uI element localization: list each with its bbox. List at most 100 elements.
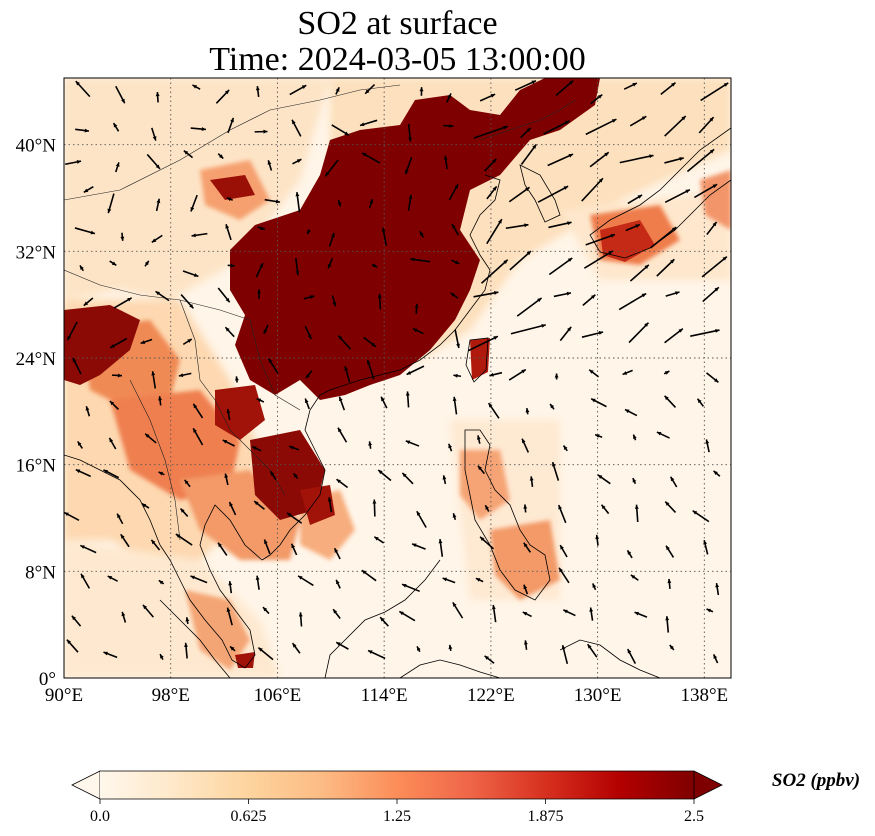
wind-arrow bbox=[442, 475, 447, 485]
wind-arrow bbox=[589, 607, 594, 621]
wind-arrow bbox=[380, 396, 388, 409]
lon-tick-label: 106°E bbox=[254, 685, 302, 706]
wind-arrow bbox=[543, 120, 570, 135]
wind-arrow bbox=[667, 578, 672, 589]
wind-arrow bbox=[191, 232, 208, 238]
wind-arrow bbox=[476, 435, 481, 444]
wind-arrow bbox=[75, 468, 92, 478]
wind-arrow bbox=[363, 336, 377, 348]
wind-arrow bbox=[696, 398, 705, 407]
wind-arrow bbox=[373, 536, 385, 544]
wind-arrow bbox=[335, 579, 341, 589]
colorbar-extend-max bbox=[693, 770, 723, 800]
wind-arrow bbox=[405, 440, 420, 447]
wind-arrow bbox=[120, 232, 125, 241]
wind-arrow bbox=[226, 197, 234, 202]
wind-arrow bbox=[179, 507, 189, 518]
map-plot-area bbox=[63, 77, 732, 679]
wind-arrow bbox=[516, 297, 543, 317]
wind-arrow bbox=[487, 402, 500, 419]
wind-arrow bbox=[416, 510, 427, 528]
wind-arrow bbox=[452, 601, 464, 619]
map-frame bbox=[63, 77, 732, 679]
wind-arrow bbox=[182, 270, 199, 278]
wind-arrow bbox=[585, 118, 617, 136]
wind-arrow bbox=[107, 575, 118, 582]
wind-arrow bbox=[479, 93, 496, 102]
colorbar-tick-label: 0.625 bbox=[231, 808, 267, 825]
wind-arrow bbox=[594, 433, 603, 439]
wind-arrow bbox=[448, 443, 453, 452]
wind-arrow bbox=[263, 324, 269, 335]
wind-arrow bbox=[335, 641, 349, 650]
wind-arrow bbox=[489, 371, 503, 377]
lon-tick-label: 130°E bbox=[574, 685, 622, 706]
wind-arrow bbox=[262, 606, 270, 615]
wind-arrow bbox=[269, 470, 277, 480]
wind-arrow bbox=[292, 158, 302, 165]
wind-arrow bbox=[622, 369, 633, 376]
colorbar-tick-label: 1.875 bbox=[528, 808, 564, 825]
wind-arrow bbox=[257, 289, 261, 300]
wind-arrow bbox=[454, 329, 460, 349]
wind-arrow bbox=[597, 474, 611, 485]
wind-arrow bbox=[290, 543, 298, 556]
lat-tick-label: 40°N bbox=[16, 136, 57, 157]
wind-arrow bbox=[585, 233, 616, 246]
wind-arrow bbox=[327, 497, 333, 513]
wind-arrow bbox=[79, 265, 84, 272]
wind-arrow bbox=[452, 396, 458, 415]
wind-arrow bbox=[588, 369, 600, 378]
wind-arrow bbox=[228, 501, 237, 516]
wind-arrow bbox=[419, 230, 425, 238]
wind-arrow bbox=[559, 326, 572, 342]
wind-arrow bbox=[419, 87, 424, 96]
lat-tick-label: 32°N bbox=[16, 242, 57, 263]
wind-arrow bbox=[185, 617, 190, 625]
wind-arrow bbox=[372, 499, 377, 517]
wind-arrow bbox=[336, 478, 349, 489]
wind-arrow bbox=[305, 370, 313, 379]
wind-arrow bbox=[379, 616, 389, 627]
wind-arrow bbox=[264, 198, 281, 204]
colorbar: 0.0 0.625 1.25 1.875 2.5 SO2 (ppbv) bbox=[71, 770, 860, 825]
wind-arrow bbox=[158, 471, 165, 476]
wind-arrow bbox=[404, 156, 413, 175]
wind-arrow bbox=[224, 326, 235, 338]
wind-arrow bbox=[112, 122, 120, 132]
wind-arrow bbox=[377, 469, 392, 482]
lat-tick-label: 24°N bbox=[16, 349, 57, 370]
wind-arrow bbox=[690, 328, 720, 337]
wind-arrow bbox=[505, 223, 529, 230]
wind-arrow bbox=[706, 221, 718, 235]
wind-arrow bbox=[401, 472, 414, 485]
wind-arrow bbox=[523, 640, 528, 650]
wind-arrow bbox=[520, 127, 532, 139]
wind-arrow bbox=[656, 431, 670, 439]
lat-tick-label: 0° bbox=[39, 669, 56, 690]
wind-arrow bbox=[85, 405, 91, 417]
wind-arrow bbox=[77, 440, 83, 449]
wind-arrow bbox=[71, 615, 82, 627]
wind-arrow bbox=[103, 651, 118, 659]
wind-arrow bbox=[411, 543, 426, 550]
wind-arrow bbox=[407, 194, 413, 211]
wind-arrow bbox=[442, 577, 456, 584]
wind-arrow bbox=[151, 127, 157, 141]
wind-arrow bbox=[215, 89, 230, 104]
wind-arrow bbox=[706, 608, 714, 613]
wind-arrow bbox=[183, 149, 194, 159]
wind-arrow bbox=[581, 331, 604, 338]
wind-arrow bbox=[159, 653, 164, 660]
wind-arrow bbox=[178, 372, 192, 378]
wind-arrow bbox=[226, 408, 231, 421]
wind-arrow bbox=[446, 93, 452, 103]
wind-arrow bbox=[234, 376, 239, 383]
wind-arrow bbox=[253, 500, 265, 510]
wind-arrow bbox=[664, 501, 677, 513]
wind-arrow bbox=[108, 437, 117, 450]
wind-arrow bbox=[591, 583, 597, 591]
wind-arrow bbox=[703, 540, 709, 555]
wind-arrow bbox=[553, 291, 572, 298]
wind-arrow bbox=[650, 226, 677, 249]
